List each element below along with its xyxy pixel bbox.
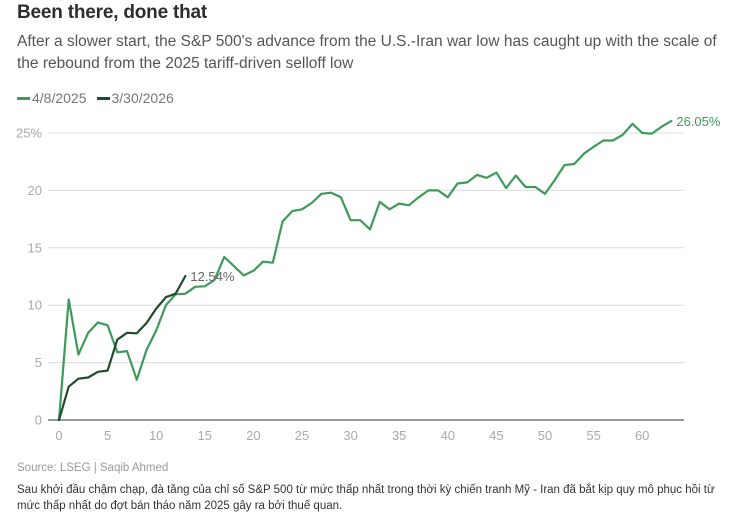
x-tick-label: 10 [149,428,163,443]
series-lines [57,119,673,422]
chart-subtitle: After a slower start, the S&P 500's adva… [17,33,717,72]
end-label-2025: 26.05% [676,114,721,129]
x-tick-label: 50 [538,428,552,443]
legend-item-2025: 4/8/2025 [17,90,87,106]
y-tick-label: 15 [28,240,42,255]
series-line-2026 [57,274,187,422]
x-tick-label: 20 [246,428,260,443]
legend-label-2025: 4/8/2025 [32,90,87,106]
y-tick-label: 20 [28,183,42,198]
y-tick-label: 10 [28,298,42,313]
x-tick-label: 25 [295,428,309,443]
x-tick-label: 30 [343,428,357,443]
x-axis-ticks: 0 5 10 15 20 25 30 35 40 45 50 55 60 [55,428,649,443]
x-tick-label: 40 [441,428,455,443]
line-chart: 0 5 10 15 20 25% 0 5 10 15 20 25 30 35 40 45 50 55 60 26.… [16,114,721,443]
end-labels: 26.05% 12.54% [190,114,721,284]
legend-item-2026: 3/30/2026 [96,90,174,106]
legend: 4/8/2025 3/30/2026 [17,90,184,106]
source-note: Source: LSEG | Saqib Ahmed [17,462,169,474]
y-tick-label: 25% [16,126,42,141]
x-tick-label: 55 [586,428,600,443]
y-axis-ticks: 0 5 10 15 20 25% [16,126,42,428]
x-tick-label: 15 [198,428,212,443]
x-tick-label: 45 [489,428,503,443]
x-tick-label: 0 [55,428,62,443]
series-line-2025 [57,119,673,422]
x-tick-label: 35 [392,428,406,443]
y-tick-label: 5 [35,355,42,370]
end-label-2026: 12.54% [190,269,235,284]
legend-swatch-2025 [17,96,30,100]
legend-swatch-2026 [96,96,110,100]
x-tick-label: 5 [104,428,111,443]
x-tick-label: 60 [635,428,649,443]
legend-label-2026: 3/30/2026 [111,90,174,106]
grid-lines [48,132,684,421]
chart-title: Been there, done that [17,2,208,23]
caption-text: Sau khởi đầu chậm chạp, đà tăng của chỉ … [17,484,715,512]
y-tick-label: 0 [35,413,42,428]
